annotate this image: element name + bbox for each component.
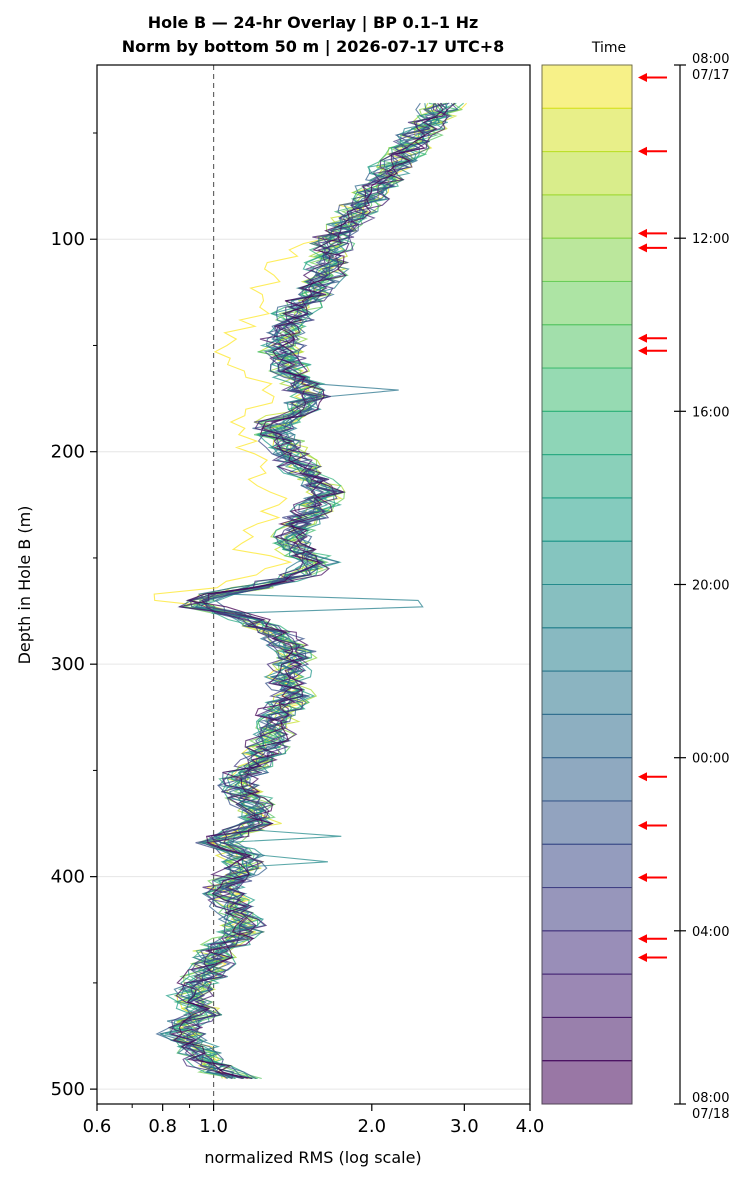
y-axis-label: Depth in Hole B (m) bbox=[15, 506, 34, 665]
event-arrows bbox=[638, 72, 667, 963]
chart-title-line1: Hole B — 24-hr Overlay | BP 0.1–1 Hz bbox=[148, 13, 479, 33]
colorbar-segment bbox=[541, 973, 633, 1018]
colorbar-segment bbox=[541, 540, 633, 585]
series-line bbox=[159, 102, 457, 1079]
x-tick-label: 1.0 bbox=[199, 1116, 228, 1137]
colorbar-segment bbox=[541, 194, 633, 239]
time-tick-label: 20:00 bbox=[692, 579, 729, 594]
colorbar-segment bbox=[541, 497, 633, 542]
event-arrow bbox=[638, 146, 667, 156]
event-arrow bbox=[638, 934, 667, 944]
colorbar-segment bbox=[541, 800, 633, 845]
time-tick-label: 12:00 bbox=[692, 232, 729, 247]
colorbar-segment bbox=[541, 107, 633, 153]
series-line bbox=[167, 103, 451, 1080]
y-tick-label: 100 bbox=[51, 229, 85, 250]
colorbar-segment bbox=[541, 237, 633, 282]
colorbar-segment bbox=[541, 367, 633, 412]
colorbar-segment bbox=[541, 627, 633, 672]
x-tick-label: 0.6 bbox=[83, 1116, 112, 1137]
x-tick-label: 0.8 bbox=[148, 1116, 177, 1137]
colorbar-segment bbox=[541, 930, 633, 975]
x-tick-label: 2.0 bbox=[357, 1116, 386, 1137]
series-line bbox=[170, 102, 442, 1079]
x-tick-label: 4.0 bbox=[516, 1116, 545, 1137]
colorbar-segment bbox=[541, 670, 633, 715]
event-arrow bbox=[638, 872, 667, 882]
time-tick-label: 08:00 bbox=[692, 52, 729, 67]
colorbar-segment bbox=[541, 454, 633, 499]
series-line bbox=[172, 102, 444, 1080]
colorbar-title: Time bbox=[591, 40, 626, 56]
x-tick-label: 3.0 bbox=[450, 1116, 479, 1137]
time-tick-date: 07/18 bbox=[692, 1107, 729, 1122]
chart-title-line2: Norm by bottom 50 m | 2026-07-17 UTC+8 bbox=[122, 37, 505, 57]
colorbar-segment bbox=[541, 280, 633, 326]
colorbar-segment bbox=[541, 887, 633, 932]
time-tick-label: 04:00 bbox=[692, 925, 729, 940]
series-line bbox=[165, 102, 453, 1080]
time-tick-label: 16:00 bbox=[692, 405, 729, 420]
x-axis-ticks: 0.6 0.8 1.0 2.0 3.0 4.0 bbox=[83, 1104, 545, 1137]
series-line bbox=[173, 102, 443, 1080]
colorbar-segment bbox=[541, 64, 633, 109]
time-tick-date: 07/17 bbox=[692, 68, 729, 83]
colorbar-segment bbox=[541, 151, 633, 196]
colorbar-segment bbox=[541, 1060, 633, 1105]
series-line bbox=[168, 103, 448, 1079]
series-line bbox=[164, 102, 449, 1080]
x-axis-label: normalized RMS (log scale) bbox=[204, 1148, 421, 1167]
colorbar-segment bbox=[541, 843, 633, 889]
colorbar-segment bbox=[541, 324, 633, 369]
y-axis-ticks: 100 200 300 400 500 bbox=[51, 132, 97, 1100]
time-tick-label: 00:00 bbox=[692, 752, 729, 767]
event-arrow bbox=[638, 346, 667, 356]
colorbar bbox=[541, 64, 633, 1105]
event-arrow bbox=[638, 72, 667, 82]
colorbar-segment bbox=[541, 713, 633, 759]
colorbar-frame bbox=[541, 64, 633, 1105]
y-tick-label: 300 bbox=[51, 654, 85, 675]
series-line bbox=[169, 102, 444, 1080]
event-arrow bbox=[638, 953, 667, 963]
colorbar-segment bbox=[541, 584, 633, 629]
series-lines bbox=[153, 102, 467, 1080]
time-axis-ticks: 08:0007/1712:0016:0020:0000:0004:0008:00… bbox=[674, 52, 729, 1122]
y-tick-label: 500 bbox=[51, 1079, 85, 1100]
event-arrow bbox=[638, 333, 667, 343]
colorbar-segment bbox=[541, 410, 633, 456]
y-tick-label: 400 bbox=[51, 867, 85, 888]
grid-lines bbox=[97, 238, 530, 1090]
plot-frame bbox=[96, 64, 531, 1105]
y-tick-label: 200 bbox=[51, 442, 85, 463]
event-arrow bbox=[638, 821, 667, 831]
event-arrow bbox=[638, 228, 667, 238]
series-line bbox=[155, 102, 433, 1079]
colorbar-segment bbox=[541, 1016, 633, 1062]
event-arrow bbox=[638, 243, 667, 253]
event-arrow bbox=[638, 772, 667, 782]
time-tick-label: 08:00 bbox=[692, 1091, 729, 1106]
series-line bbox=[159, 102, 441, 1079]
colorbar-segment bbox=[541, 757, 633, 802]
